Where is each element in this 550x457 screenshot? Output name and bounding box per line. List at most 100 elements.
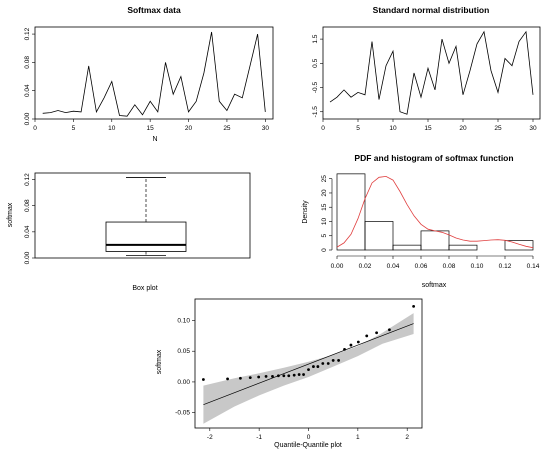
histogram-bar <box>448 244 478 251</box>
data-point <box>312 365 315 368</box>
y-tick-label: 0.00 <box>24 251 31 264</box>
data-point <box>412 304 416 308</box>
x-tick-label: 25 <box>494 125 502 132</box>
data-point <box>302 373 305 376</box>
data-point <box>316 365 320 368</box>
data-point <box>321 362 325 365</box>
y-tick-label: 0.00 <box>177 379 190 386</box>
data-point <box>331 359 335 362</box>
data-point <box>365 334 369 338</box>
qq-plot-panel: -2 -1 0 1 2 -0.05 0.00 0.05 0.10 softmax Quantile-… <box>156 298 423 449</box>
data-point <box>388 328 391 332</box>
y-tick-label: 0.08 <box>24 56 31 69</box>
x-tick-label: 0.04 <box>387 263 400 270</box>
series-line <box>42 31 266 117</box>
x-tick-label: 0.00 <box>331 263 344 270</box>
y-tick-label: 20 <box>321 189 328 197</box>
data-point <box>337 359 341 362</box>
data-point <box>248 376 252 380</box>
x-tick-label: 25 <box>223 125 231 132</box>
histogram-bar <box>336 173 366 251</box>
x-tick-label: 5 <box>356 125 360 132</box>
y-tick-label: 0.08 <box>24 199 31 212</box>
standard-normal-panel: Standard normal distribution 0 5 10 15 20 25 30… <box>312 5 541 132</box>
x-tick-label: 20 <box>185 125 193 132</box>
series-line <box>329 30 534 115</box>
softmax-data-panel: Softmax data N 0 5 10 15 20 25 30 0.00 0.04 0.08 0.1… <box>24 5 274 143</box>
data-point <box>271 375 274 378</box>
plot-frame <box>34 26 274 120</box>
x-tick-label: -2 <box>207 434 213 441</box>
y-tick-label: 0.00 <box>24 112 31 125</box>
data-point <box>239 376 242 380</box>
y-tick-label: 0 <box>321 248 328 252</box>
x-tick-label: 0 <box>307 434 311 441</box>
data-point <box>264 375 268 378</box>
y-tick-label: 0.04 <box>24 225 31 238</box>
x-tick-label: 1 <box>356 434 360 441</box>
y-tick-label: 0.05 <box>177 348 190 355</box>
plot-frame <box>322 26 541 120</box>
x-tick-label: 30 <box>529 125 537 132</box>
x-tick-label: 20 <box>459 125 467 132</box>
x-axis-label: Quantile-Quantile plot <box>274 442 342 449</box>
x-tick-label: 0.10 <box>471 263 484 270</box>
x-tick-label: 10 <box>389 125 397 132</box>
y-axis-label: softmax <box>7 202 14 227</box>
reference-line <box>203 323 414 405</box>
data-point <box>282 374 286 378</box>
x-tick-label: 10 <box>108 125 116 132</box>
y-tick-label: 0.12 <box>24 173 31 186</box>
y-tick-label: 0.5 <box>312 58 319 67</box>
y-tick-label: 5 <box>321 234 328 238</box>
chart-title: PDF and histogram of softmax function <box>354 153 513 163</box>
x-tick-label: 0.12 <box>499 263 512 270</box>
x-tick-label: 2 <box>405 434 409 441</box>
x-tick-label: 15 <box>147 125 155 132</box>
histogram-bar <box>392 244 422 251</box>
data-point <box>326 362 330 365</box>
x-tick-label: -1 <box>256 434 262 441</box>
y-tick-label: -0.5 <box>312 82 319 94</box>
data-point <box>297 373 301 376</box>
x-tick-label: 0.08 <box>443 263 456 270</box>
data-point <box>375 331 378 335</box>
x-tick-label: 0 <box>321 125 325 132</box>
x-axis-label: softmax <box>422 282 447 289</box>
y-tick-label: 0.04 <box>24 84 31 97</box>
y-tick-label: 1.5 <box>312 34 319 43</box>
x-tick-label: 0.14 <box>527 263 540 270</box>
chart-title: Softmax data <box>127 5 181 15</box>
y-axis-label: softmax <box>156 349 163 374</box>
x-tick-label: 15 <box>424 125 432 132</box>
y-tick-label: 15 <box>321 203 328 211</box>
x-axis-label: N <box>152 136 157 143</box>
density-curve <box>336 175 534 249</box>
histogram-bar <box>504 240 534 251</box>
x-tick-label: 0 <box>33 125 37 132</box>
data-point <box>307 368 310 372</box>
y-tick-label: 10 <box>321 217 328 225</box>
y-tick-label: -0.05 <box>175 410 190 417</box>
x-axis-label: Box plot <box>132 285 157 292</box>
y-tick-label: 0.10 <box>177 318 190 325</box>
data-point <box>287 374 291 378</box>
y-tick-label: 25 <box>321 175 328 183</box>
pdf-histogram-panel: PDF and histogram of softmax function Den… <box>302 153 540 289</box>
data-point <box>349 343 353 347</box>
data-point <box>356 340 360 344</box>
y-axis-label: Density <box>302 200 309 224</box>
data-point <box>257 375 261 379</box>
data-point <box>292 373 296 377</box>
chart-title: Standard normal distribution <box>373 5 490 15</box>
x-tick-label: 30 <box>262 125 270 132</box>
y-tick-label: 0.12 <box>24 27 31 40</box>
data-point <box>343 347 346 351</box>
box-plot-panel: 0.00 0.04 0.08 0.12 softmax Box plot <box>7 172 251 292</box>
iqr-box <box>105 221 187 252</box>
y-tick-label: -1.5 <box>312 106 319 118</box>
plot-frame <box>34 172 251 259</box>
x-tick-label: 0.06 <box>415 263 428 270</box>
x-tick-label: 0.02 <box>359 263 372 270</box>
